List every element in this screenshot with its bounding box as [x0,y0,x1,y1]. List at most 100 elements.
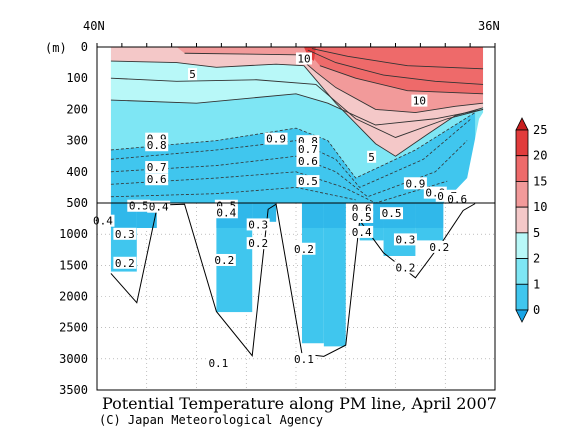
isotherm-lines [110,48,484,204]
contour-label-bg [427,240,451,253]
y-tick-label: 3000 [59,352,88,366]
contour-label: 0.3 [396,233,416,246]
contour-label: 0.2 [294,243,314,256]
contour-label-bg [296,175,320,188]
contour-label: 0.9 [405,177,425,190]
colorbar-segment [515,117,529,131]
contour-label: 0.6 [298,155,318,168]
isotherm-line [110,60,484,157]
y-tick-label: 200 [66,102,88,116]
contour-label: 0.5 [298,175,318,188]
contour-label-bg [292,353,316,366]
contour-label: 0.6 [147,173,167,186]
contour-label-bg [214,206,238,219]
contour-label-bg [206,356,230,369]
contour-label: 0.3 [248,218,268,231]
lower-section-fill [110,203,444,347]
contour-label-bg [145,161,169,174]
isotherm-line-dashed [110,112,476,179]
chart-title: Potential Temperature along PM line, Apr… [102,394,497,413]
colorbar-tick-label: 2 [533,252,540,266]
data-column-upper [301,203,324,228]
y-axis-unit-label: (m) [45,41,67,55]
contour-label: 0.2 [396,261,416,274]
contour-label-bg [264,132,288,145]
contour-label-bg [393,233,417,246]
chart-credit: (C) Japan Meteorological Agency [99,413,323,427]
contour-label-bg [350,225,374,238]
y-tick-label: 100 [66,71,88,85]
x-end-label: 36N [478,19,500,33]
contour-label: 0.7 [298,143,318,156]
y-tick-label: 300 [66,134,88,148]
contour-label: 0.7 [147,161,167,174]
contour-label-bg [113,227,137,240]
y-tick-label: 0 [81,40,88,54]
colorbar-tick-label: 25 [533,123,547,137]
colorbar-segment [515,283,529,311]
upper-section-fill [97,47,495,203]
contour-label: 0.1 [294,353,314,366]
contour-label-bg [212,253,236,266]
isotherm-line [319,65,484,95]
colorbar-tick-label: 5 [533,226,540,240]
contour-label: 0.5 [129,200,149,213]
contour-label: 0.4 [352,226,372,239]
y-tick-label: 500 [66,196,88,210]
contour-label: 0.2 [115,257,135,270]
y-tick-label: 2000 [59,290,88,304]
contour-label: 0.8 [147,139,167,152]
contour-label: 0.2 [214,254,234,267]
contour-label: 0.2 [248,237,268,250]
isotherm-line [110,77,484,138]
isotherm-line-dashed [110,186,356,201]
colorbar-segment [515,258,529,285]
contour-label-bg [411,94,428,107]
contour-label-bg [393,261,417,274]
x-start-label: 40N [83,19,105,33]
data-column-upper [415,203,444,228]
contour-label: 10 [297,52,310,65]
isotherm-line-dashed [110,140,468,198]
contour-label-bg [445,192,469,205]
contour-label-bg [145,139,169,152]
isotherm-line-dashed [110,171,448,204]
y-tick-label: 3500 [59,383,88,397]
colorbar-segment [515,309,529,323]
y-tick-label: 400 [66,165,88,179]
contour-label-bg [295,52,312,65]
contour-label: 0.9 [266,133,286,146]
contour-label-bg [188,68,198,81]
contour-label-bg [292,242,316,255]
contour-label-bg [246,237,270,250]
data-column-upper [323,203,346,228]
y-tick-label: 2500 [59,321,88,335]
top-tick-marks [96,43,496,47]
contour-label-bg [380,207,404,220]
data-column [323,203,346,347]
contour-label: 0.6 [447,193,467,206]
y-axis-tick-labels: 0 100 200 300 400 500 1000 1500 2000 2500 3000 3500 [59,40,88,397]
contour-label-bg [145,173,169,186]
isotherm-line [311,48,484,70]
colorbar-tick-label: 0 [533,303,540,317]
contour-label: 0.4 [149,201,169,214]
contour-label-bg [403,177,427,190]
colorbar-segment [515,181,529,208]
y-tick-label: 1000 [59,227,88,241]
colorbar-segment [515,155,529,182]
no-data-region [97,47,111,203]
colorbar-segment [515,206,529,234]
contour-label: 0.5 [352,211,372,224]
isotherm-line [307,49,484,85]
contour-label-bg [113,256,137,269]
contour-label: 0.2 [429,241,449,254]
contour-label: 5 [368,151,375,164]
contour-label: 0.4 [216,206,236,219]
isotherm-line-dashed [110,118,472,188]
isotherm-line [110,93,484,126]
contour-label: 0.3 [115,228,135,241]
